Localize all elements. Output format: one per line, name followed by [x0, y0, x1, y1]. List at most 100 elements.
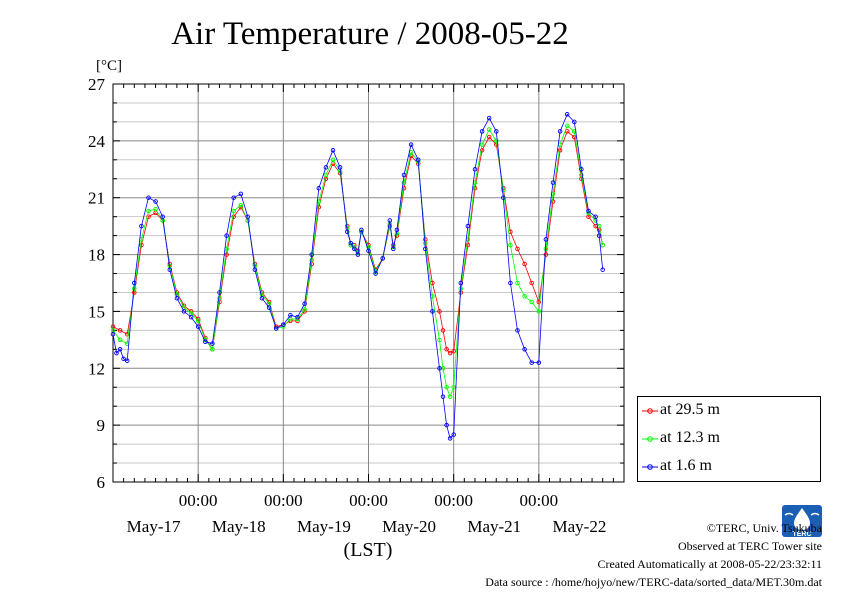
data-point — [596, 233, 602, 238]
data-point — [501, 195, 506, 200]
x-tick-label: 00:00 — [349, 491, 388, 510]
data-point — [181, 309, 187, 314]
data-point — [309, 258, 314, 263]
x-tick-label: 00:00 — [519, 491, 558, 510]
data-point — [401, 172, 407, 178]
data-point — [217, 290, 222, 295]
y-tick-label: 6 — [97, 473, 106, 492]
data-point — [529, 360, 534, 365]
data-point — [437, 366, 442, 371]
data-point — [281, 322, 286, 327]
data-point — [465, 223, 471, 229]
data-point — [522, 294, 527, 299]
data-point — [387, 218, 393, 223]
data-point — [139, 242, 144, 248]
data-point — [330, 157, 336, 163]
data-point — [579, 167, 584, 172]
data-point — [479, 142, 485, 147]
data-point — [415, 157, 421, 163]
data-point — [536, 309, 542, 314]
data-point — [288, 312, 293, 318]
axes — [112, 83, 625, 483]
data-point — [259, 295, 265, 301]
series-layer — [110, 112, 605, 441]
data-point — [451, 348, 456, 354]
data-point — [451, 384, 456, 390]
data-point — [515, 328, 520, 333]
data-point — [529, 299, 534, 305]
data-point — [440, 328, 446, 333]
data-point — [124, 358, 130, 363]
data-point — [564, 123, 570, 128]
data-point — [508, 242, 513, 248]
y-tick-label: 12 — [88, 359, 105, 378]
data-point — [153, 206, 158, 212]
data-point — [323, 165, 329, 170]
data-point — [391, 246, 396, 252]
data-point — [472, 167, 478, 172]
y-unit-label: [°C] — [96, 58, 122, 74]
data-source-text: Data source : /home/hojyo/new/TERC-data/… — [485, 575, 822, 589]
data-point — [188, 314, 194, 320]
data-point — [401, 180, 407, 185]
data-point — [231, 208, 236, 214]
data-point — [447, 394, 453, 399]
x-day-label: May-17 — [127, 517, 181, 536]
data-point — [543, 237, 549, 242]
data-point — [160, 214, 165, 219]
data-point — [543, 246, 549, 252]
legend-item-1-6m: at 1.6 m — [638, 455, 820, 479]
legend: at 29.5 m at 12.3 m at 1.6 m — [637, 396, 821, 482]
data-point — [167, 267, 173, 272]
data-point — [444, 347, 449, 352]
legend-item-29-5m: at 29.5 m — [638, 399, 820, 423]
legend-label-12-3m: at 12.3 m — [660, 429, 720, 446]
data-point — [579, 172, 584, 178]
series-1 — [110, 123, 605, 399]
data-point — [447, 350, 453, 356]
data-point — [195, 324, 201, 329]
data-point — [238, 203, 244, 208]
data-point — [522, 261, 527, 267]
legend-label-29-5m: at 29.5 m — [660, 401, 720, 418]
data-point — [423, 246, 428, 252]
chart-title: Air Temperature / 2008-05-22 — [171, 16, 569, 52]
data-point — [557, 129, 563, 134]
data-point — [586, 208, 591, 214]
data-point — [529, 280, 534, 286]
data-point — [231, 195, 236, 200]
x-day-label: May-19 — [297, 517, 351, 536]
data-point — [472, 185, 478, 191]
data-point — [515, 280, 520, 286]
data-point — [210, 341, 215, 346]
data-point — [458, 280, 464, 286]
y-tick-label: 18 — [88, 246, 105, 265]
data-point — [217, 295, 222, 301]
data-point — [337, 165, 343, 170]
x-day-label: May-22 — [553, 517, 607, 536]
data-point — [238, 191, 244, 197]
copyright-text: ©TERC, Univ. Tsukuba — [706, 521, 822, 535]
data-point — [437, 309, 442, 314]
data-point — [593, 214, 598, 219]
data-point — [479, 148, 485, 153]
data-point — [465, 242, 471, 248]
data-point — [121, 356, 126, 362]
data-point — [245, 214, 251, 219]
data-point — [352, 246, 357, 252]
y-tick-label: 9 — [97, 416, 106, 435]
data-point — [344, 229, 350, 235]
legend-label-1-6m: at 1.6 m — [660, 457, 712, 474]
x-tick-label: 00:00 — [264, 491, 303, 510]
data-point — [224, 233, 229, 238]
water-drop-icon — [794, 508, 810, 530]
created-timestamp-text: Created Automatically at 2008-05-22/23:3… — [597, 557, 822, 571]
y-tick-label: 27 — [88, 75, 106, 94]
data-point — [486, 127, 492, 132]
data-point — [139, 223, 144, 229]
data-point — [550, 199, 556, 204]
y-tick-label: 24 — [88, 132, 106, 151]
data-point — [124, 331, 130, 337]
x-axis-label: (LST) — [344, 539, 393, 561]
data-point — [174, 295, 180, 301]
